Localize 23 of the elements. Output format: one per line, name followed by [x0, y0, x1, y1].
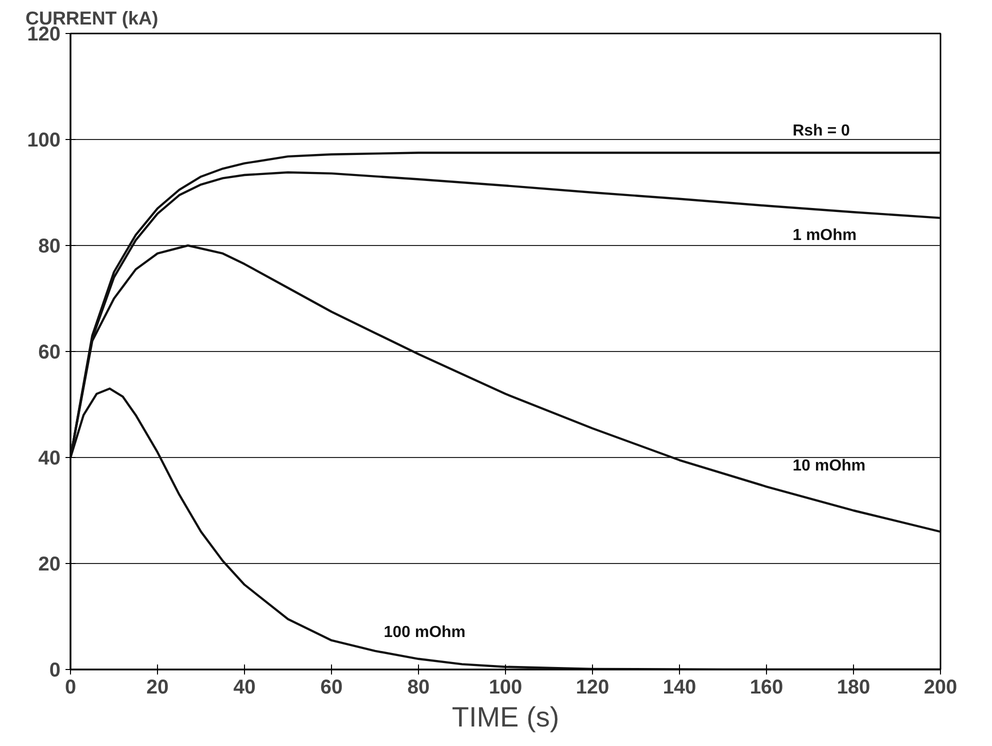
series-label: 100 mOhm — [384, 624, 466, 642]
x-tick-label: 60 — [320, 676, 343, 698]
y-tick-label: 60 — [38, 342, 61, 364]
x-tick-label: 20 — [146, 676, 169, 698]
series-label: Rsh = 0 — [792, 122, 850, 140]
y-tick-label: 20 — [38, 554, 61, 576]
x-tick-label: 160 — [750, 676, 784, 698]
x-tick-label: 80 — [407, 676, 430, 698]
x-tick-label: 100 — [488, 676, 522, 698]
x-tick-label: 120 — [576, 676, 610, 698]
series-label: 1 mOhm — [792, 227, 857, 244]
y-tick-label: 0 — [49, 660, 60, 682]
series-label: 10 mOhm — [792, 457, 866, 474]
y-tick-label: 100 — [27, 130, 61, 152]
x-axis-title: TIME (s) — [452, 702, 560, 732]
x-tick-label: 200 — [924, 676, 958, 698]
x-tick-label: 140 — [662, 676, 696, 698]
y-tick-label: 120 — [27, 24, 61, 46]
y-tick-label: 40 — [38, 448, 61, 470]
x-tick-label: 40 — [233, 676, 256, 698]
x-tick-label: 180 — [836, 676, 870, 698]
y-tick-label: 80 — [38, 236, 61, 258]
x-tick-label: 0 — [64, 676, 76, 698]
